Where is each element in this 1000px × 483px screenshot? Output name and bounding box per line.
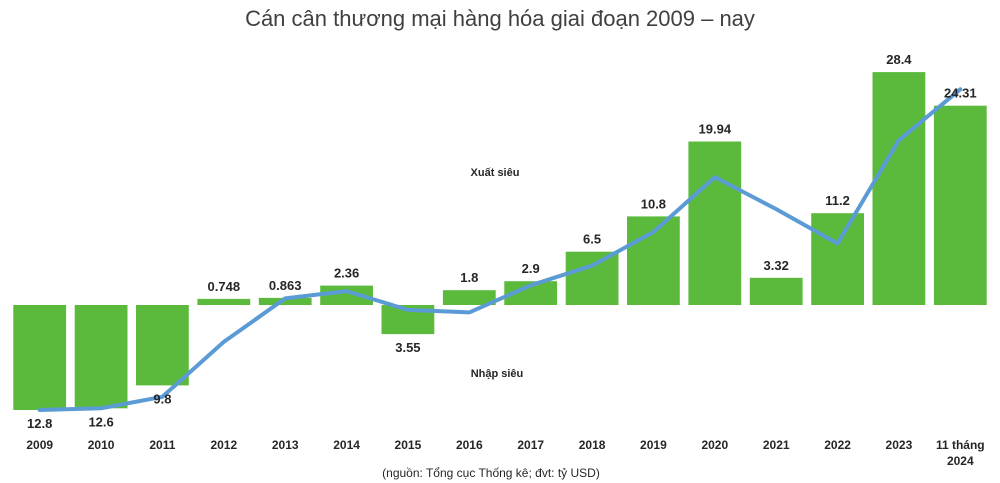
bar-2011: [136, 305, 189, 386]
x-tick-label: 2016: [456, 438, 483, 452]
x-axis-ticks: 2009 2010 2011 2012 2013 2014 2015 2016 2017 2018…: [26, 438, 984, 468]
value-label: 6.5: [583, 232, 601, 247]
bar-11-tháng-2024: [933, 105, 987, 305]
x-tick-label: 2019: [640, 438, 667, 452]
chart-title: Cán cân thương mại hàng hóa giai đoạn 20…: [245, 6, 755, 31]
bar-2018: [565, 251, 619, 305]
value-label: 19.94: [699, 122, 732, 137]
bar-2021: [749, 277, 803, 305]
bar-2009: [13, 305, 67, 410]
value-label: 28.4: [886, 52, 912, 67]
x-tick-label: 2011: [149, 438, 175, 452]
bar-2022: [811, 213, 864, 305]
bar-2010: [74, 305, 128, 409]
value-label: 0.863: [269, 278, 302, 293]
trend-line-group: [37, 87, 963, 412]
surplus-annotation: Xuất siêu: [471, 167, 520, 179]
x-tick-label: 2017: [517, 438, 544, 452]
bar-2023: [872, 72, 926, 305]
value-label: 12.8: [27, 416, 52, 431]
source-note: (nguồn: Tổng cục Thống kê; đvt: tỷ USD): [382, 466, 600, 480]
value-label: 3.55: [395, 340, 420, 355]
value-label: 11.2: [825, 193, 850, 208]
bar-2020: [688, 141, 742, 305]
x-tick-label: 2014: [333, 438, 360, 452]
x-tick-label: 11 tháng 2024: [936, 438, 985, 468]
value-label: 2.36: [334, 266, 359, 281]
bar-2017: [504, 281, 558, 305]
value-labels-group: 12.8 12.6 9.8 0.748 0.863 2.36 3.55 1.8 2.9 6.5 10…: [27, 52, 977, 431]
value-label: 2.9: [522, 261, 540, 276]
x-tick-label: 2010: [88, 438, 115, 452]
x-tick-label: 2020: [701, 438, 728, 452]
value-label: 1.8: [460, 270, 478, 285]
value-label: 3.32: [764, 258, 789, 273]
value-label: 9.8: [153, 391, 171, 406]
trend-line: [37, 87, 963, 412]
x-tick-label: 2012: [210, 438, 237, 452]
bar-2013: [258, 297, 312, 305]
value-label: 24.31: [944, 86, 977, 101]
value-label: 10.8: [641, 196, 666, 211]
x-tick-label: 2021: [763, 438, 790, 452]
x-tick-label: 2015: [395, 438, 422, 452]
x-tick-label: 2018: [579, 438, 606, 452]
value-label: 12.6: [88, 414, 113, 429]
x-tick-label: 2009: [26, 438, 53, 452]
x-tick-label: 2022: [824, 438, 851, 452]
x-tick-label: 2023: [886, 438, 913, 452]
deficit-annotation: Nhập siêu: [471, 368, 524, 380]
bar-2012: [197, 298, 251, 305]
value-label: 0.748: [208, 279, 241, 294]
x-tick-label: 2013: [272, 438, 299, 452]
bar-2014: [320, 285, 373, 305]
bar-2016: [442, 290, 496, 305]
